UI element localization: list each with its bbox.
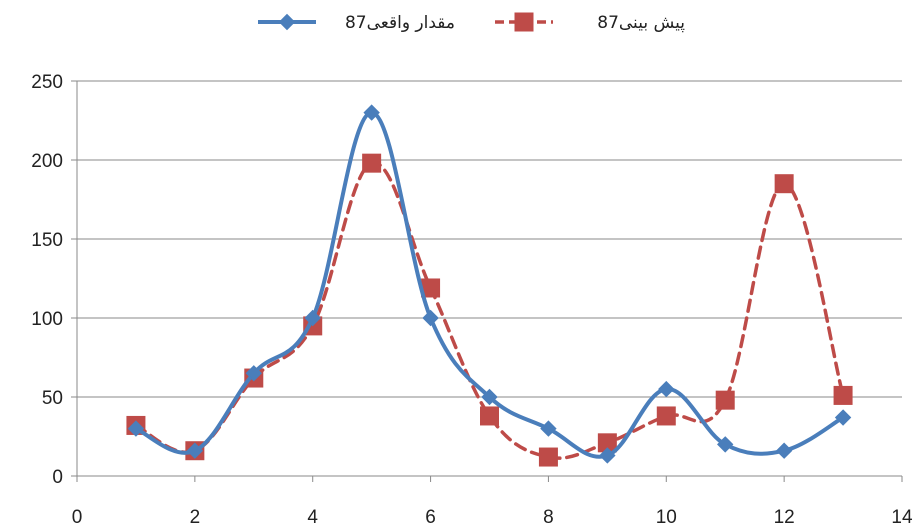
- series-1-point-9: [599, 447, 616, 464]
- axis-layer: 0 50 100 150 200 250 0 2 4 6 8 10 12 14: [31, 72, 913, 528]
- legend-label: 87پیش بینی: [597, 13, 685, 33]
- y-tick-label: 250: [31, 72, 63, 93]
- series-1-point-5: [363, 104, 380, 121]
- series-1-point-4: [304, 309, 321, 327]
- legend-item-1: 87مقدار واقعی: [258, 13, 455, 33]
- grid-layer: [77, 80, 902, 398]
- x-tick-label: 2: [190, 507, 201, 528]
- legend-marker: [278, 13, 296, 31]
- series-1-point-3: [245, 365, 262, 382]
- legend: 87مقدار واقعی 87پیش بینی: [258, 12, 685, 33]
- x-tick-label: 12: [774, 507, 795, 528]
- series-1-point-2: [186, 442, 204, 459]
- series-2-line: [134, 161, 845, 460]
- series-2-point-12: [774, 174, 794, 194]
- series-1-point-7: [481, 388, 498, 406]
- series-1-point-10: [658, 380, 675, 398]
- series-2-point-10: [656, 406, 676, 426]
- y-tick-label: 50: [42, 388, 63, 409]
- legend-marker: [514, 12, 534, 32]
- series-1-point-11: [717, 436, 734, 453]
- x-tick-label: 8: [543, 507, 554, 528]
- y-tick-label: 150: [31, 230, 63, 251]
- series-layer: [126, 104, 853, 467]
- x-tick-label: 10: [656, 507, 677, 528]
- legend-label: 87مقدار واقعی: [345, 13, 455, 33]
- series-1-point-1: [127, 420, 145, 437]
- series-2-point-11: [715, 390, 735, 410]
- series-1-point-13: [834, 409, 852, 426]
- legend-item-2: 87پیش بینی: [495, 12, 685, 33]
- series-2-point-13: [833, 385, 853, 405]
- y-tick-label: 200: [31, 151, 63, 172]
- series-2-point-5: [362, 153, 382, 173]
- x-tick-label: 14: [891, 507, 913, 528]
- series-1-point-8: [540, 420, 557, 437]
- x-tick-label: 0: [72, 507, 83, 528]
- series-2: [126, 153, 853, 467]
- series-2-point-7: [480, 406, 499, 426]
- y-tick-label: 0: [52, 467, 63, 488]
- x-tick-label: 4: [307, 507, 318, 528]
- x-tick-label: 6: [425, 507, 436, 528]
- series-1-point-12: [775, 442, 793, 459]
- series-2-point-8: [538, 447, 558, 467]
- y-tick-label: 100: [31, 309, 63, 330]
- series-1: [127, 104, 852, 464]
- series-1-point-6: [422, 309, 439, 327]
